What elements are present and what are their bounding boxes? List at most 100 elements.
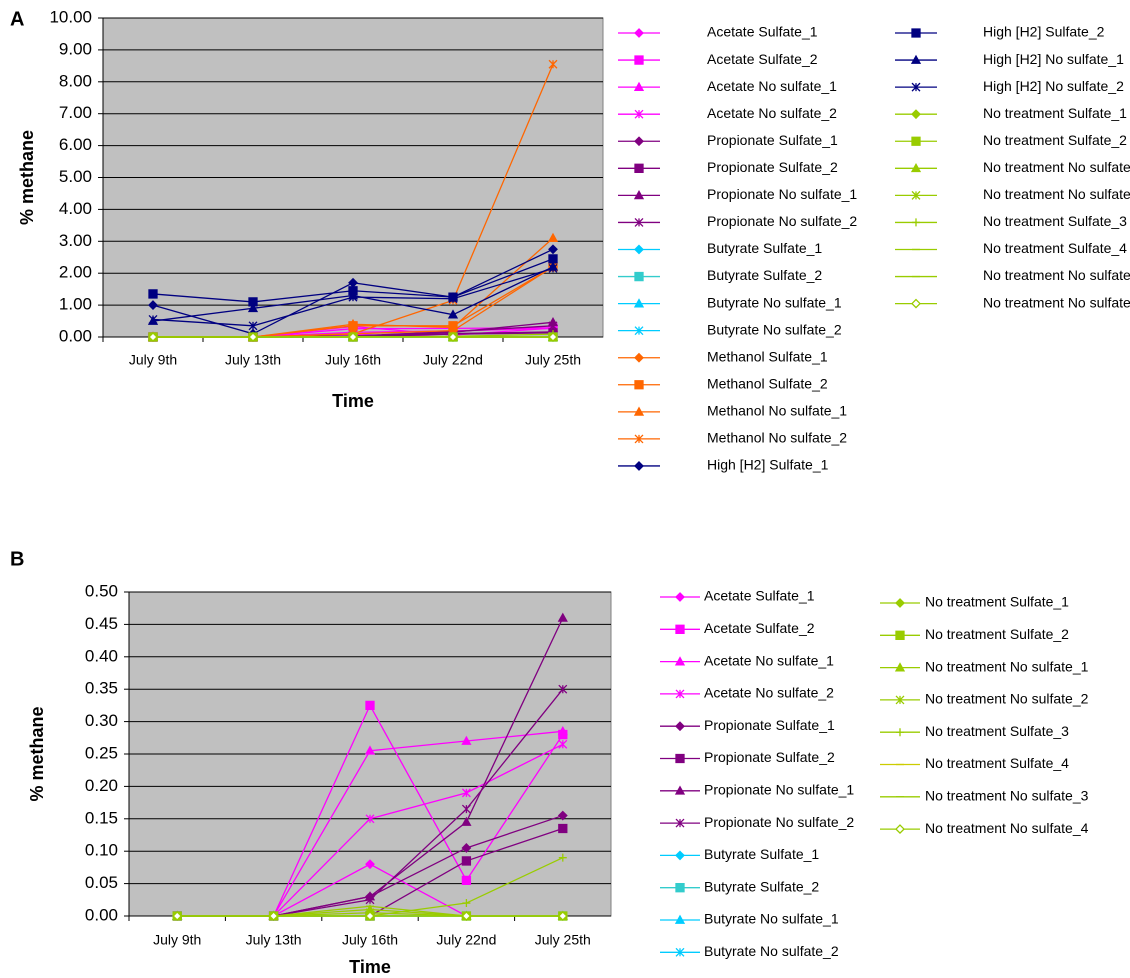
legend-marker [675,689,685,699]
x-axis-title: Time [349,957,391,977]
legend-marker [633,81,645,91]
data-point [547,232,559,242]
legend-label: No treatment No sulfate_3 [925,788,1089,804]
data-point [365,700,375,711]
data-point [148,314,158,324]
legend-label: Propionate No sulfate_1 [707,186,857,202]
legend-label: Propionate No sulfate_2 [707,213,857,229]
data-point [365,911,375,921]
x-tick-label: July 16th [342,932,398,948]
legend-label: No treatment No sulfate_2 [925,691,1089,707]
y-tick-label: 0.40 [85,646,118,665]
legend-label: No treatment Sulfate_3 [983,213,1127,229]
data-point [558,823,568,834]
legend-marker [633,190,645,200]
data-point [462,899,471,908]
legend-marker [675,947,685,957]
data-point [461,843,472,853]
data-point [461,856,472,866]
legend-marker [634,352,644,363]
legend-label: High [H2] Sulfate_2 [983,24,1105,40]
legend-label: Acetate No sulfate_2 [704,685,834,701]
legend-marker [895,824,905,835]
x-tick-label: July 16th [325,352,381,368]
y-tick-label: 2.00 [59,263,92,282]
legend-label: Acetate Sulfate_2 [707,51,818,67]
x-tick-label: July 9th [129,352,177,368]
legend-marker [634,28,644,38]
legend-label: No treatment Sulfate_1 [925,594,1069,610]
data-point [347,318,359,329]
y-tick-label: 0.25 [85,743,118,762]
legend-label: High [H2] No sulfate_1 [983,51,1124,67]
legend-marker [674,785,686,795]
legend-label: Acetate Sulfate_1 [707,24,818,40]
data-point [461,788,471,798]
legend-label: High [H2] No sulfate_2 [983,78,1124,94]
data-point [348,292,358,302]
y-tick-label: 10.00 [49,7,92,26]
data-point [557,725,568,736]
legend-marker [675,883,685,893]
legend-label: Methanol Sulfate_1 [707,348,828,364]
data-point [348,332,358,342]
legend-marker [634,109,644,119]
legend-marker [675,592,685,602]
y-tick-label: 0.35 [85,679,118,698]
legend-label: Acetate Sulfate_2 [704,620,815,636]
y-tick-label: 4.00 [59,199,92,218]
legend-label: Propionate Sulfate_1 [707,132,838,148]
legend-label: Propionate Sulfate_2 [707,159,838,175]
y-tick-label: 0.10 [85,841,118,860]
data-point [365,814,375,824]
legend-marker [911,109,921,120]
x-tick-label: July 25th [525,352,581,368]
legend-marker [634,461,644,471]
data-point [461,911,472,921]
legend-label: No treatment No sulfate_3 [983,267,1130,283]
data-point [548,244,558,255]
data-point [365,859,375,870]
x-tick-label: July 13th [225,352,281,368]
data-point [548,332,558,342]
legend-marker [675,624,685,634]
legend-label: Butyrate No sulfate_2 [707,321,842,337]
legend-marker [634,163,644,173]
legend-label: Butyrate Sulfate_2 [704,878,819,894]
legend-label: No treatment No sulfate_1 [925,658,1089,674]
data-point [461,804,471,814]
legend-marker [634,326,644,336]
data-point [548,254,558,264]
legend-marker [894,662,906,672]
data-point [447,322,459,332]
legend-label: No treatment No sulfate_4 [925,820,1089,836]
data-point [548,263,558,273]
legend-marker [911,190,921,200]
legend-label: Butyrate No sulfate_2 [704,943,839,959]
y-tick-label: 0.20 [85,776,118,795]
x-tick-label: July 9th [153,932,201,948]
legend-marker [895,695,905,705]
legend-marker [675,818,685,828]
data-point [461,875,472,886]
data-point [557,612,568,622]
data-point [448,332,458,342]
legend-label: No treatment No sulfate_2 [983,186,1130,202]
data-point [557,911,568,921]
y-tick-label: 1.00 [59,295,92,314]
legend-marker [634,244,644,255]
data-point [447,309,459,319]
legend-label: Propionate Sulfate_1 [704,717,835,733]
legend-marker [674,914,686,924]
y-tick-label: 0.00 [59,326,92,345]
legend-label: No treatment No sulfate_1 [983,159,1130,175]
x-axis-title: Time [332,391,374,411]
legend-label: No treatment No sulfate_4 [983,294,1130,310]
data-point [172,911,183,921]
legend-label: Methanol Sulfate_2 [707,375,828,391]
panel-label: A [10,8,24,30]
data-point [148,289,158,299]
legend-label: High [H2] Sulfate_1 [707,457,829,473]
legend-label: Acetate No sulfate_2 [707,105,837,121]
